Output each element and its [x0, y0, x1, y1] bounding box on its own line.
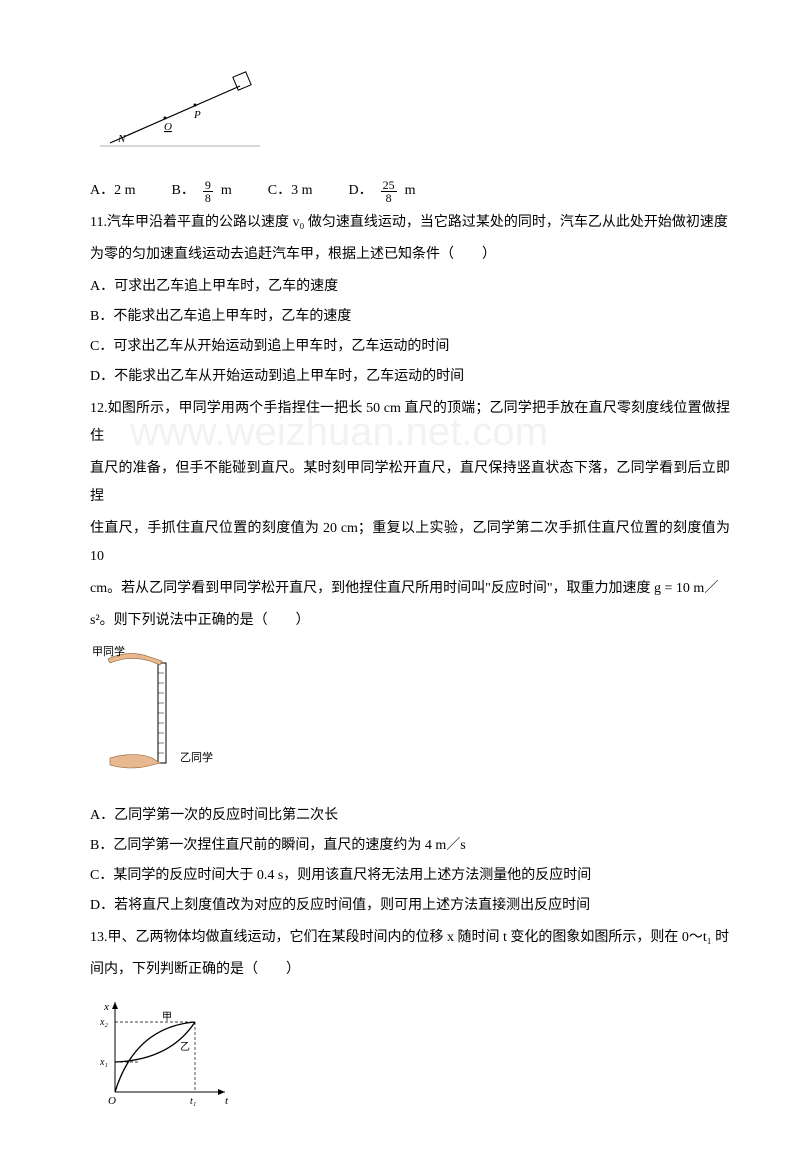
q12-stem-line2: 直尺的准备，但手不能碰到直尺。某时刻甲同学松开直尺，直尺保持竖直状态下落，乙同学…: [90, 455, 730, 511]
label-P: P: [193, 109, 201, 121]
page-content: N O P A．2 m B． 98 m C．3 m D． 258 m 11.汽车…: [0, 0, 800, 1171]
q10-figure: N O P: [90, 68, 730, 169]
q10-option-D: D． 258 m: [348, 177, 415, 205]
fig13-label-jia: 甲: [162, 1012, 172, 1023]
q10-options: A．2 m B． 98 m C．3 m D． 258 m: [90, 177, 730, 205]
q12-option-D: D．若将直尺上刻度值改为对应的反应时间值，则可用上述方法直接测出反应时间: [90, 892, 730, 920]
fig13-label-x2: x₂: [99, 1017, 108, 1028]
q13-stem-line2: 间内，下列判断正确的是（ ）: [90, 956, 730, 984]
label-O: O: [164, 121, 172, 133]
fig13-label-t1: t₁: [190, 1096, 196, 1107]
label-N: N: [117, 133, 126, 145]
fig13-label-t: t: [225, 1095, 229, 1107]
fig13-label-x: x: [103, 1001, 109, 1013]
q12-option-A: A．乙同学第一次的反应时间比第二次长: [90, 802, 730, 830]
q12-stem-line1: 12.如图所示，甲同学用两个手指捏住一把长 50 cm 直尺的顶端；乙同学把手放…: [90, 395, 730, 451]
q12-option-B: B．乙同学第一次捏住直尺前的瞬间，直尺的速度约为 4 m／s: [90, 832, 730, 860]
fig12-label-bottom: 乙同学: [180, 750, 213, 764]
q10-option-A: A．2 m: [90, 177, 136, 205]
q11-option-A: A．可求出乙车追上甲车时，乙车的速度: [90, 273, 730, 301]
q11-stem-line2: 为零的匀加速直线运动去追赶汽车甲，根据上述已知条件（ ）: [90, 241, 730, 269]
fig13-label-x1: x₁: [99, 1057, 108, 1068]
q12-stem-line3: 住直尺，手抓住直尺位置的刻度值为 20 cm；重复以上实验，乙同学第二次手抓住直…: [90, 515, 730, 571]
q12-figure: 甲同学 乙同学: [90, 643, 730, 794]
q11-option-C: C．可求出乙车从开始运动到追上甲车时，乙车运动的时间: [90, 333, 730, 361]
q12-option-C: C．某同学的反应时间大于 0.4 s，则用该直尺将无法用上述方法测量他的反应时间: [90, 862, 730, 890]
fig13-label-O: O: [108, 1095, 116, 1107]
q13-stem-line1: 13.甲、乙两物体均做直线运动，它们在某段时间内的位移 x 随时间 t 变化的图…: [90, 924, 730, 952]
q12-stem-line5: s²。则下列说法中正确的是（ ）: [90, 607, 730, 635]
q10-option-C: C．3 m: [268, 177, 313, 205]
q12-stem-line4: cm。若从乙同学看到甲同学松开直尺，到他捏住直尺所用时间叫"反应时间"，取重力加…: [90, 575, 730, 603]
q11-stem-line1: 11.汽车甲沿着平直的公路以速度 v₀ 做匀速直线运动，当它路过某处的同时，汽车…: [90, 209, 730, 237]
fig13-label-yi: 乙: [180, 1041, 190, 1053]
q11-option-B: B．不能求出乙车追上甲车时，乙车的速度: [90, 303, 730, 331]
q11-option-D: D．不能求出乙车从开始运动到追上甲车时，乙车运动的时间: [90, 363, 730, 391]
q10-option-B: B． 98 m: [172, 177, 232, 205]
fig12-label-top: 甲同学: [92, 644, 125, 658]
q13-figure: x x₂ x₁ O t₁ t 甲 乙: [90, 992, 730, 1123]
